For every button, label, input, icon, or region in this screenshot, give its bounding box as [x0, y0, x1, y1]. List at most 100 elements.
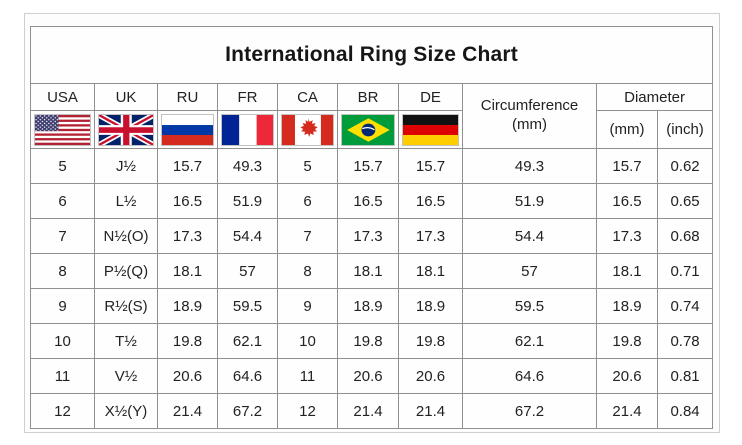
table-cell: 57 [462, 253, 597, 289]
table-row: 8 P½(Q) 18.1 57 8 18.1 18.1 57 18.1 0.71 [30, 253, 714, 289]
table-cell: 19.8 [337, 323, 399, 359]
table-cell: 0.62 [656, 148, 714, 184]
table-cell: 21.4 [398, 393, 463, 429]
table-row: 5 J½ 15.7 49.3 5 15.7 15.7 49.3 15.7 0.62 [30, 148, 714, 184]
table-cell: 20.6 [157, 358, 218, 394]
ring-size-table: International Ring Size Chart USA UK RU … [29, 26, 714, 429]
table-cell: 49.3 [462, 148, 597, 184]
diameter-unit-mm: (mm) [596, 110, 658, 149]
table-cell: 20.6 [337, 358, 399, 394]
table-cell: 15.7 [398, 148, 463, 184]
ru-flag-icon [160, 113, 215, 146]
country-codes-row: USA UK RU FR CA BR DE Circumference (mm)… [30, 83, 714, 149]
table-cell: 62.1 [217, 323, 278, 359]
table-cell: 21.4 [337, 393, 399, 429]
table-cell: 15.7 [337, 148, 399, 184]
table-cell: 18.9 [157, 288, 218, 324]
table-cell: 9 [277, 288, 338, 324]
table-cell: 21.4 [157, 393, 218, 429]
table-cell: 0.65 [656, 183, 714, 219]
table-cell: 9 [30, 288, 95, 324]
table-cell: 6 [30, 183, 95, 219]
column-header-ru: RU [157, 83, 218, 111]
circumference-label: Circumference [480, 97, 579, 115]
table-cell: 54.4 [217, 218, 278, 254]
table-cell: N½(O) [94, 218, 158, 254]
table-cell: 20.6 [398, 358, 463, 394]
column-header-circumference: Circumference (mm) [462, 83, 597, 149]
table-cell: 10 [277, 323, 338, 359]
table-cell: 8 [30, 253, 95, 289]
table-cell: 18.9 [398, 288, 463, 324]
table-cell: 15.7 [596, 148, 658, 184]
table-cell: 7 [30, 218, 95, 254]
uk-flag-icon [97, 113, 155, 146]
table-row: 12 X½(Y) 21.4 67.2 12 21.4 21.4 67.2 21.4 0.84 [30, 393, 714, 429]
table-cell: R½(S) [94, 288, 158, 324]
table-cell: 67.2 [462, 393, 597, 429]
table-cell: 59.5 [462, 288, 597, 324]
table-cell: 5 [277, 148, 338, 184]
table-cell: 8 [277, 253, 338, 289]
table-cell: X½(Y) [94, 393, 158, 429]
de-flag-icon [401, 113, 460, 146]
table-row: 6 L½ 16.5 51.9 6 16.5 16.5 51.9 16.5 0.65 [30, 183, 714, 219]
table-cell: 6 [277, 183, 338, 219]
title-row: International Ring Size Chart [29, 26, 714, 84]
table-cell: V½ [94, 358, 158, 394]
table-cell: 57 [217, 253, 278, 289]
table-cell: 16.5 [398, 183, 463, 219]
table-cell: 12 [277, 393, 338, 429]
table-cell: L½ [94, 183, 158, 219]
table-cell: 21.4 [596, 393, 658, 429]
table-body: 5 J½ 15.7 49.3 5 15.7 15.7 49.3 15.7 0.62 6 L½ 16.5 5… [30, 148, 714, 429]
table-cell: 0.68 [656, 218, 714, 254]
table-cell: 16.5 [337, 183, 399, 219]
column-header-br: BR [337, 83, 399, 111]
table-cell: 49.3 [217, 148, 278, 184]
table-cell: 7 [277, 218, 338, 254]
diameter-unit-inch: (inch) [656, 110, 714, 149]
table-cell: 0.74 [656, 288, 714, 324]
table-row: 7 N½(O) 17.3 54.4 7 17.3 17.3 54.4 17.3 0.68 [30, 218, 714, 254]
table-cell: 64.6 [217, 358, 278, 394]
table-cell: 20.6 [596, 358, 658, 394]
table-cell: 67.2 [217, 393, 278, 429]
table-cell: 19.8 [157, 323, 218, 359]
table-cell: 17.3 [337, 218, 399, 254]
table-cell: 16.5 [157, 183, 218, 219]
table-cell: 0.81 [656, 358, 714, 394]
column-header-de: DE [398, 83, 463, 111]
table-cell: 11 [30, 358, 95, 394]
table-cell: 18.9 [337, 288, 399, 324]
table-row: 11 V½ 20.6 64.6 11 20.6 20.6 64.6 20.6 0.81 [30, 358, 714, 394]
table-cell: 10 [30, 323, 95, 359]
table-cell: 18.1 [157, 253, 218, 289]
column-header-uk: UK [94, 83, 158, 111]
table-cell: 18.1 [337, 253, 399, 289]
page-title: International Ring Size Chart [29, 26, 714, 84]
table-cell: P½(Q) [94, 253, 158, 289]
table-cell: 59.5 [217, 288, 278, 324]
column-header-fr: FR [217, 83, 278, 111]
table-cell: 16.5 [596, 183, 658, 219]
table-cell: 17.3 [398, 218, 463, 254]
table-cell: T½ [94, 323, 158, 359]
column-header-ca: CA [277, 83, 338, 111]
table-row: 10 T½ 19.8 62.1 10 19.8 19.8 62.1 19.8 0.78 [30, 323, 714, 359]
table-cell: 17.3 [157, 218, 218, 254]
table-cell: 18.1 [398, 253, 463, 289]
table-cell: 0.78 [656, 323, 714, 359]
table-cell: 0.84 [656, 393, 714, 429]
table-cell: 54.4 [462, 218, 597, 254]
table-cell: 17.3 [596, 218, 658, 254]
table-cell: 19.8 [398, 323, 463, 359]
flags-row: (mm) (inch) [30, 110, 714, 149]
table-cell: 62.1 [462, 323, 597, 359]
table-cell: 18.1 [596, 253, 658, 289]
fr-flag-icon [220, 113, 275, 146]
ca-flag-icon [280, 113, 335, 146]
table-cell: 0.71 [656, 253, 714, 289]
table-cell: 51.9 [462, 183, 597, 219]
table-row: 9 R½(S) 18.9 59.5 9 18.9 18.9 59.5 18.9 0.74 [30, 288, 714, 324]
